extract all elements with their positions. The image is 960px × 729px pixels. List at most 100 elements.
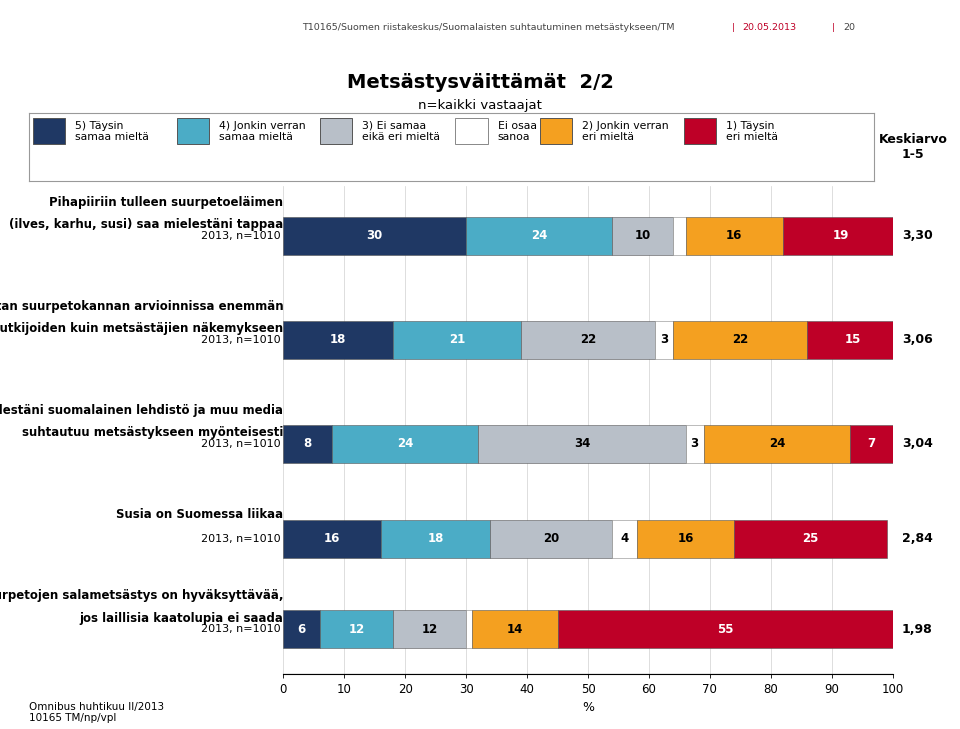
Bar xyxy=(685,217,783,254)
Text: 1,98: 1,98 xyxy=(902,623,933,636)
Bar xyxy=(393,610,467,648)
Bar xyxy=(283,217,466,254)
Bar xyxy=(393,321,521,359)
Text: |: | xyxy=(826,23,841,32)
Text: 4) Jonkin verran
samaa mieltä: 4) Jonkin verran samaa mieltä xyxy=(219,120,305,142)
Text: 4: 4 xyxy=(620,532,629,545)
Text: 10: 10 xyxy=(635,229,651,242)
Text: suhtautuu metsästykseen myönteisesti: suhtautuu metsästykseen myönteisesti xyxy=(22,426,283,439)
Text: 20.05.2013: 20.05.2013 xyxy=(742,23,796,32)
Bar xyxy=(807,321,899,359)
Text: 3: 3 xyxy=(660,333,668,346)
Text: Metsästysväittämät  2/2: Metsästysväittämät 2/2 xyxy=(347,73,613,92)
Bar xyxy=(612,217,673,254)
Text: Susia on Suomessa liikaa: Susia on Suomessa liikaa xyxy=(116,507,283,521)
Bar xyxy=(478,425,685,463)
Text: 14: 14 xyxy=(507,623,523,636)
Bar xyxy=(540,118,572,144)
Text: 5) Täysin
samaa mieltä: 5) Täysin samaa mieltä xyxy=(75,120,149,142)
Text: 16: 16 xyxy=(678,532,694,545)
Text: 22: 22 xyxy=(732,333,749,346)
Text: 2013, n=1010: 2013, n=1010 xyxy=(201,439,280,448)
Text: 22: 22 xyxy=(580,333,596,346)
Text: 20: 20 xyxy=(543,532,560,545)
Text: 2,84: 2,84 xyxy=(902,532,933,545)
Text: Pihapiiriin tulleen suurpetoeläimen: Pihapiiriin tulleen suurpetoeläimen xyxy=(49,195,283,208)
Bar xyxy=(466,610,472,648)
Bar xyxy=(734,520,887,558)
Text: 6: 6 xyxy=(298,623,305,636)
Text: 3,04: 3,04 xyxy=(902,437,933,451)
Bar xyxy=(655,321,673,359)
Bar xyxy=(381,520,491,558)
Text: Ei osaa
sanoa: Ei osaa sanoa xyxy=(497,120,537,142)
Text: 55: 55 xyxy=(717,623,733,636)
Text: 16: 16 xyxy=(726,229,742,242)
Text: T10165/Suomen riistakeskus/Suomalaisten suhtautuminen metsästykseen/TM: T10165/Suomen riistakeskus/Suomalaisten … xyxy=(302,23,675,32)
Bar xyxy=(558,610,893,648)
Bar xyxy=(455,118,488,144)
Text: 16: 16 xyxy=(324,532,340,545)
Text: 25: 25 xyxy=(803,532,819,545)
Text: n=kaikki vastaajat: n=kaikki vastaajat xyxy=(418,99,542,112)
Bar xyxy=(177,118,208,144)
Text: Mielestäni suomalainen lehdistö ja muu media: Mielestäni suomalainen lehdistö ja muu m… xyxy=(0,404,283,416)
Bar xyxy=(472,610,558,648)
Text: |: | xyxy=(732,23,741,32)
Bar xyxy=(33,118,65,144)
Text: jos laillisia kaatolupia ei saada: jos laillisia kaatolupia ei saada xyxy=(80,612,283,625)
Text: 8: 8 xyxy=(303,437,312,451)
Bar xyxy=(673,321,807,359)
Bar xyxy=(466,217,612,254)
X-axis label: %: % xyxy=(582,701,594,714)
Text: Keskiarvo
1-5: Keskiarvo 1-5 xyxy=(878,133,948,161)
Bar xyxy=(673,217,685,254)
Bar xyxy=(783,217,899,254)
Text: 18: 18 xyxy=(427,532,444,545)
Bar xyxy=(612,520,636,558)
Text: 24: 24 xyxy=(396,437,414,451)
Text: 2013, n=1010: 2013, n=1010 xyxy=(201,335,280,345)
Text: 7: 7 xyxy=(868,437,876,451)
Text: 2013, n=1010: 2013, n=1010 xyxy=(201,230,280,241)
Text: 12: 12 xyxy=(348,623,365,636)
Text: 12: 12 xyxy=(421,623,438,636)
Text: 34: 34 xyxy=(574,437,590,451)
Text: 3,06: 3,06 xyxy=(902,333,933,346)
Text: Suurpetojen salametsästys on hyväksyttävää,: Suurpetojen salametsästys on hyväksyttäv… xyxy=(0,589,283,602)
Bar xyxy=(283,610,320,648)
Text: 19: 19 xyxy=(832,229,850,242)
Text: taloustutkimus oy: taloustutkimus oy xyxy=(20,15,204,34)
Bar xyxy=(491,520,612,558)
Text: 18: 18 xyxy=(330,333,347,346)
Bar xyxy=(704,425,851,463)
Bar xyxy=(851,425,893,463)
Text: 1) Täysin
eri mieltä: 1) Täysin eri mieltä xyxy=(726,120,778,142)
Text: 30: 30 xyxy=(367,229,383,242)
Bar xyxy=(636,520,734,558)
Bar xyxy=(283,520,381,558)
Text: 2013, n=1010: 2013, n=1010 xyxy=(201,624,280,634)
Bar xyxy=(684,118,715,144)
Text: 21: 21 xyxy=(449,333,465,346)
Text: Omnibus huhtikuu II/2013
10165 TM/np/vpl: Omnibus huhtikuu II/2013 10165 TM/np/vpl xyxy=(29,701,164,723)
Bar xyxy=(283,321,393,359)
Bar xyxy=(320,610,393,648)
Bar xyxy=(283,425,332,463)
Text: 2013, n=1010: 2013, n=1010 xyxy=(201,534,280,544)
Text: 24: 24 xyxy=(769,437,785,451)
Text: 3,30: 3,30 xyxy=(902,229,933,242)
Text: 24: 24 xyxy=(531,229,547,242)
Text: 3) Ei samaa
eikä eri mieltä: 3) Ei samaa eikä eri mieltä xyxy=(363,120,441,142)
Text: 2) Jonkin verran
eri mieltä: 2) Jonkin verran eri mieltä xyxy=(582,120,669,142)
Text: (ilves, karhu, susi) saa mielestäni tappaa: (ilves, karhu, susi) saa mielestäni tapp… xyxy=(9,218,283,231)
Text: 15: 15 xyxy=(845,333,861,346)
Bar xyxy=(321,118,352,144)
Text: Luotan suurpetokannan arvioinnissa enemmän: Luotan suurpetokannan arvioinnissa enemm… xyxy=(0,300,283,313)
Bar xyxy=(332,425,478,463)
Bar xyxy=(685,425,704,463)
Text: 20: 20 xyxy=(843,23,854,32)
Text: tutkijoiden kuin metsästäjien näkemykseen: tutkijoiden kuin metsästäjien näkemyksee… xyxy=(0,322,283,335)
Bar xyxy=(521,321,655,359)
Text: 3: 3 xyxy=(690,437,699,451)
